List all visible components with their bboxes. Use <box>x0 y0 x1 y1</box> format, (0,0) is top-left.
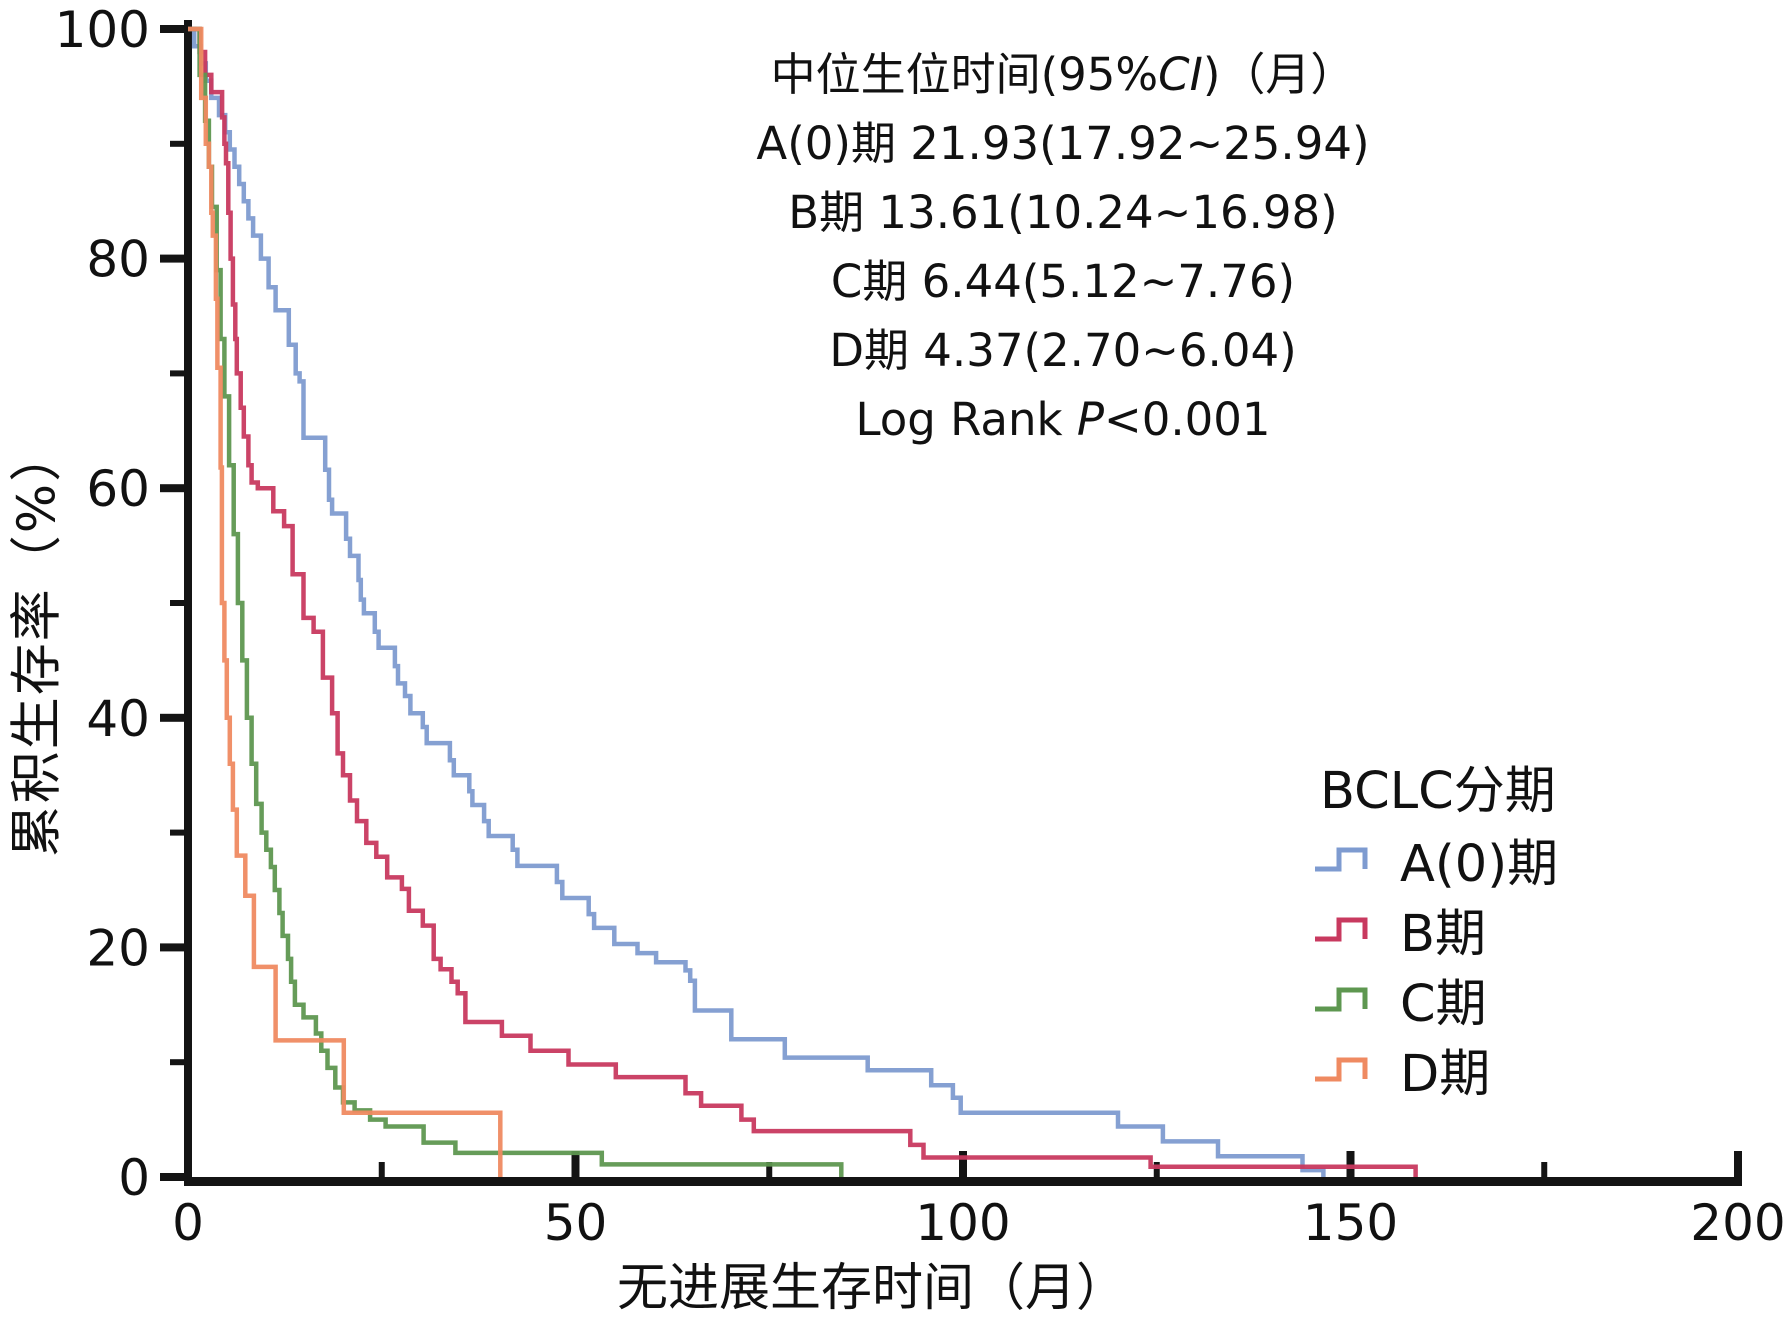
annotation-median-d: D期 4.37(2.70~6.04) <box>829 324 1297 377</box>
x-tick-label: 200 <box>1690 1194 1783 1252</box>
step-line-swatch-c-icon <box>1315 987 1368 1012</box>
x-axis-title: 无进展生存时间（月） <box>616 1259 1128 1318</box>
y-major-tick <box>160 254 186 263</box>
annotation-title-line: 中位生位时间(95%CI)（月） <box>770 48 1356 101</box>
y-tick-label: 40 <box>86 690 150 748</box>
y-axis-title: 累积生存率（%） <box>7 427 68 858</box>
y-tick-label: 20 <box>86 919 150 977</box>
km-curve-3 <box>188 26 503 1177</box>
step-line-swatch-b-icon <box>1315 917 1368 942</box>
y-axis-line <box>184 20 192 1186</box>
x-major-tick <box>184 1151 192 1177</box>
y-major-tick <box>160 1173 186 1181</box>
y-minor-tick <box>170 140 186 147</box>
legend-item-c: C期 <box>1312 964 1558 1034</box>
km-curve-0 <box>188 26 1326 1177</box>
legend-title: BCLC分期 <box>1320 762 1556 821</box>
x-tick-label: 150 <box>1303 1194 1398 1252</box>
y-minor-tick <box>170 829 186 836</box>
legend-item-d: D期 <box>1312 1034 1558 1104</box>
legend-item-label: D期 <box>1400 1045 1491 1104</box>
x-tick-label: 0 <box>172 1194 204 1252</box>
y-major-tick <box>160 713 186 722</box>
annotation-median-b: B期 13.61(10.24~16.98) <box>788 186 1338 239</box>
y-major-tick <box>160 25 186 33</box>
x-major-tick <box>1346 1151 1355 1177</box>
x-major-tick <box>571 1151 580 1177</box>
x-axis-line <box>184 1177 1742 1186</box>
x-tick-label: 50 <box>544 1194 608 1252</box>
y-tick-label: 0 <box>118 1149 150 1207</box>
km-curve-2 <box>188 26 844 1177</box>
x-minor-tick <box>1153 1162 1160 1177</box>
step-line-swatch-d-icon <box>1315 1057 1368 1082</box>
x-minor-tick <box>1541 1162 1548 1177</box>
legend-item-label: A(0)期 <box>1400 835 1559 894</box>
annotation-median-a0: A(0)期 21.93(17.92~25.94) <box>756 117 1370 170</box>
y-minor-tick <box>170 370 186 377</box>
legend-item-a0: A(0)期 <box>1312 824 1558 894</box>
x-minor-tick <box>766 1162 773 1177</box>
annotation-median-c: C期 6.44(5.12~7.76) <box>830 255 1296 308</box>
x-major-tick <box>1734 1151 1742 1177</box>
x-minor-tick <box>378 1162 385 1177</box>
y-tick-label: 100 <box>55 1 150 59</box>
median-survival-annotation: 中位生位时间(95%CI)（月） A(0)期 21.93(17.92~25.94… <box>756 40 1369 454</box>
x-major-tick <box>959 1151 967 1177</box>
step-line-swatch-a0-icon <box>1315 847 1368 872</box>
y-minor-tick <box>170 1059 186 1066</box>
x-tick-label: 100 <box>915 1194 1010 1252</box>
legend-item-b: B期 <box>1312 894 1558 964</box>
y-tick-label: 60 <box>86 460 150 518</box>
y-major-tick <box>160 484 186 493</box>
y-major-tick <box>160 943 186 952</box>
legend: BCLC分期 A(0)期 B期 C期 D期 <box>1312 760 1558 1104</box>
legend-item-label: C期 <box>1400 975 1487 1034</box>
annotation-logrank-line: Log Rank P<0.001 <box>855 393 1271 446</box>
y-minor-tick <box>170 600 186 606</box>
y-tick-label: 80 <box>86 231 150 289</box>
legend-item-label: B期 <box>1400 905 1486 964</box>
km-curve-1 <box>188 26 1418 1177</box>
